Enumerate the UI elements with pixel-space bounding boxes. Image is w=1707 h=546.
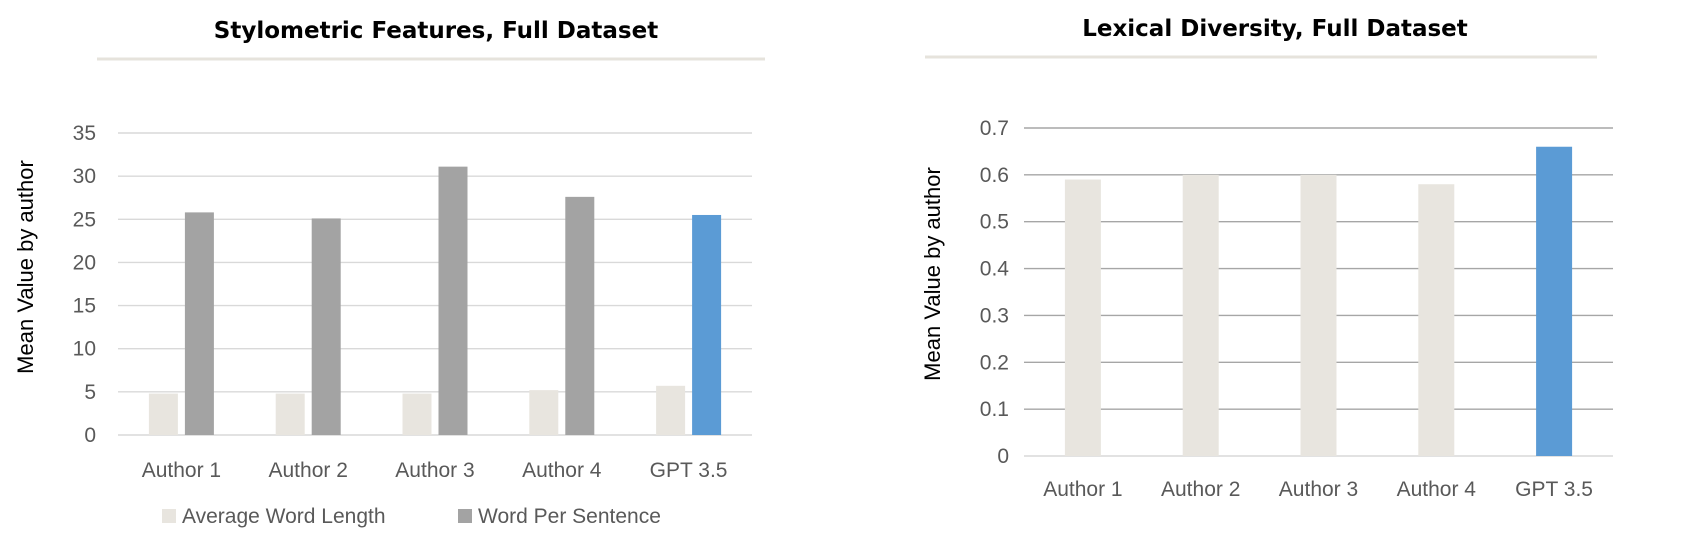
chart2-x-tick-author-4: Author 4 bbox=[1397, 478, 1477, 501]
chart1-x-tick-author-4: Author 4 bbox=[522, 459, 602, 482]
chart1-bar-average-word-length-author-2 bbox=[275, 393, 305, 435]
chart1-bar-average-word-length-author-4 bbox=[529, 390, 559, 435]
chart1-y-tick-label: 30 bbox=[73, 165, 96, 188]
chart1-bar-word-per-sentence-author-4 bbox=[565, 196, 595, 435]
chart1-bar-average-word-length-author-3 bbox=[402, 393, 432, 435]
chart1-y-tick-label: 25 bbox=[73, 208, 96, 231]
chart2-y-tick-label: 0.1 bbox=[980, 398, 1009, 421]
chart2-y-tick-label: 0 bbox=[997, 445, 1009, 468]
chart1-y-tick-label: 35 bbox=[73, 122, 96, 145]
chart1-y-ticks: 0 5 10 15 20 25 30 35 bbox=[73, 122, 96, 447]
chart2-bar-lexical-diversity-author-2 bbox=[1182, 174, 1219, 456]
chart2-bar-lexical-diversity-gpt-3-5 bbox=[1536, 146, 1573, 456]
chart2-x-tick-author-2: Author 2 bbox=[1161, 478, 1240, 501]
chart2-bars bbox=[1064, 146, 1573, 457]
chart2-bar-lexical-diversity-author-3 bbox=[1300, 174, 1337, 456]
chart2-y-axis-label: Mean Value by author bbox=[920, 167, 945, 381]
legend-label-word-per-sentence: Word Per Sentence bbox=[478, 505, 661, 528]
chart1-y-tick-label: 0 bbox=[84, 424, 96, 447]
chart1-bar-word-per-sentence-author-3 bbox=[438, 166, 468, 435]
lexical-diversity-chart: Lexical Diversity, Full Dataset 00.10.20… bbox=[920, 16, 1613, 501]
chart1-bars bbox=[148, 166, 722, 435]
legend-swatch-word-per-sentence bbox=[458, 509, 472, 523]
chart1-y-tick-label: 10 bbox=[73, 338, 96, 361]
chart1-bar-word-per-sentence-author-1 bbox=[184, 212, 214, 435]
legend-label-average-word-length: Average Word Length bbox=[182, 505, 386, 528]
chart2-y-tick-label: 0.3 bbox=[980, 304, 1009, 327]
chart1-gridlines bbox=[118, 132, 752, 436]
chart1-x-tick-author-3: Author 3 bbox=[395, 459, 474, 482]
chart1-bar-average-word-length-author-1 bbox=[148, 393, 178, 435]
chart2-bar-lexical-diversity-author-1 bbox=[1064, 179, 1101, 457]
chart2-x-tick-gpt-3-5: GPT 3.5 bbox=[1515, 478, 1593, 501]
chart2-y-ticks: 0 0.1 0.2 0.3 0.4 0.5 0.6 0.7 bbox=[980, 117, 1010, 468]
legend-swatch-average-word-length bbox=[162, 509, 176, 523]
chart1-title: Stylometric Features, Full Dataset bbox=[214, 18, 658, 44]
chart1-x-ticks: Author 1 Author 2 Author 3 Author 4 GPT 3.5 bbox=[142, 459, 728, 482]
chart2-y-tick-label: 0.5 bbox=[980, 211, 1009, 234]
chart1-legend: Average Word Length Word Per Sentence bbox=[162, 505, 661, 528]
chart1-bar-average-word-length-gpt-3-5 bbox=[656, 385, 686, 435]
chart2-y-tick-label: 0.2 bbox=[980, 351, 1009, 374]
chart1-x-tick-gpt-3-5: GPT 3.5 bbox=[650, 459, 728, 482]
chart2-bar-lexical-diversity-author-4 bbox=[1418, 184, 1455, 456]
chart2-x-tick-author-1: Author 1 bbox=[1043, 478, 1122, 501]
chart2-title: Lexical Diversity, Full Dataset bbox=[1082, 16, 1468, 42]
chart2-x-ticks: Author 1 Author 2 Author 3 Author 4 GPT 3.5 bbox=[1043, 478, 1593, 501]
chart1-y-tick-label: 15 bbox=[73, 295, 96, 318]
chart1-y-tick-label: 20 bbox=[73, 251, 96, 274]
chart1-bar-word-per-sentence-author-2 bbox=[311, 218, 341, 435]
chart1-y-tick-label: 5 bbox=[84, 381, 96, 404]
stylometric-chart: Stylometric Features, Full Dataset 0 5 10 1… bbox=[13, 18, 765, 528]
chart1-x-tick-author-2: Author 2 bbox=[269, 459, 348, 482]
chart2-y-tick-label: 0.4 bbox=[980, 258, 1010, 281]
chart2-x-tick-author-3: Author 3 bbox=[1279, 478, 1358, 501]
chart2-y-tick-label: 0.6 bbox=[980, 164, 1009, 187]
chart1-bar-word-per-sentence-gpt-3-5 bbox=[692, 214, 722, 435]
chart1-x-tick-author-1: Author 1 bbox=[142, 459, 221, 482]
chart1-y-axis-label: Mean Value by author bbox=[13, 160, 38, 374]
chart2-y-tick-label: 0.7 bbox=[980, 117, 1009, 140]
